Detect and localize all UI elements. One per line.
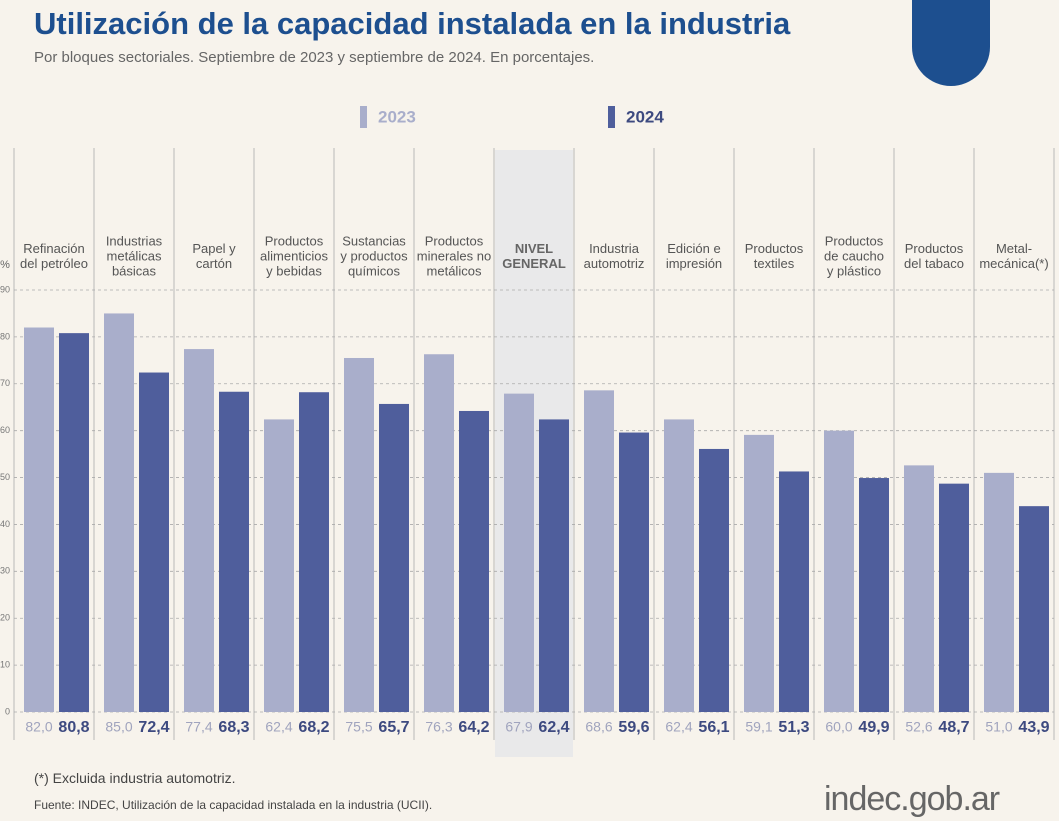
category-label: Refinación del petróleo [20,241,88,271]
logo: indec.gob.ar [824,780,1000,818]
y-tick-label: 50 [0,472,10,482]
value-label: 56,1 [698,719,729,736]
category-label: Productos de caucho y plástico [824,233,884,279]
bar [219,391,249,712]
bar [664,419,694,712]
footnote: (*) Excluida industria automotriz. [34,770,236,786]
value-label: 48,7 [938,719,969,736]
category-label: Papel y cartón [192,241,236,271]
bar [424,354,454,712]
value-label: 82,0 [25,719,52,735]
value-label: 62,4 [665,719,692,735]
value-label: 80,8 [58,719,89,736]
bar [539,419,569,712]
y-tick-label: 60 [0,425,10,435]
legend-label: 2023 [378,107,416,126]
y-axis-label: % [0,259,10,271]
y-tick-label: 20 [0,613,10,623]
value-label: 52,6 [905,719,932,735]
value-label: 68,2 [298,719,329,736]
value-label: 68,3 [218,719,249,736]
bar [459,410,489,712]
y-tick-label: 0 [5,706,10,716]
bar [104,313,134,712]
value-label: 77,4 [185,719,212,735]
logo-badge [912,0,990,86]
bar [619,432,649,712]
value-label: 59,1 [745,719,772,735]
value-label: 65,7 [378,719,409,736]
bar [184,349,214,712]
value-label: 72,4 [138,719,169,736]
category-label: Industria automotriz [583,241,645,271]
value-label: 62,4 [538,719,569,736]
value-label: 59,6 [618,719,649,736]
category-label: Productos alimenticios y bebidas [260,233,328,279]
y-tick-label: 70 [0,378,10,388]
legend-swatch [608,106,615,128]
y-tick-label: 10 [0,659,10,669]
value-label: 51,0 [985,719,1012,735]
value-label: 43,9 [1018,719,1049,736]
value-label: 62,4 [265,719,292,735]
value-label: 49,9 [858,719,889,736]
bar [939,483,969,712]
category-label: Productos del tabaco [904,241,964,271]
bar [699,448,729,712]
value-label: 75,5 [345,719,372,735]
value-label: 85,0 [105,719,132,735]
bar [24,327,54,712]
source: Fuente: INDEC, Utilización de la capacid… [34,798,433,812]
bar [504,393,534,712]
category-label: Productos textiles [744,241,804,271]
bar [139,372,169,712]
value-label: 68,6 [585,719,612,735]
bar [984,472,1014,712]
category-label: Metal- mecánica(*) [979,241,1049,271]
chart-title: Utilización de la capacidad instalada en… [34,6,791,41]
bar [1019,506,1049,712]
y-tick-label: 90 [0,284,10,294]
bar [824,430,854,712]
bar [299,392,329,712]
category-label: Productos minerales no metálicos [416,233,492,279]
value-label: 51,3 [778,719,809,736]
bar [584,390,614,712]
category-label: NIVEL GENERAL [502,241,566,271]
bar [904,465,934,712]
category-label: Industrias metálicas básicas [105,233,163,279]
category-label: Sustancias y productos químicos [340,233,408,279]
value-label: 67,9 [505,719,532,735]
value-label: 64,2 [458,719,489,736]
bar [859,478,889,712]
chart-subtitle: Por bloques sectoriales. Septiembre de 2… [34,49,595,66]
y-tick-label: 30 [0,566,10,576]
y-tick-label: 80 [0,331,10,341]
legend-label: 2024 [626,107,664,126]
bar [379,403,409,712]
value-label: 60,0 [825,719,852,735]
bar [59,333,89,712]
bar [744,434,774,712]
bar [779,471,809,712]
bar [264,419,294,712]
value-label: 76,3 [425,719,452,735]
bar [344,357,374,712]
y-tick-label: 40 [0,519,10,529]
category-label: Edición e impresión [665,241,723,271]
legend-swatch [360,106,367,128]
